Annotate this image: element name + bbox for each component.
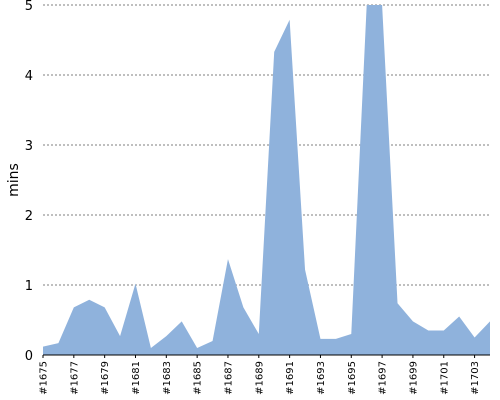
x-tick-label: #1699: [408, 361, 419, 395]
x-tick-label: #1685: [193, 361, 204, 395]
series-area: [43, 5, 490, 355]
x-tick-label: #1681: [131, 361, 142, 395]
x-tick-label: #1691: [285, 361, 296, 395]
grid-lines: [43, 4, 490, 286]
x-tick-label: #1695: [347, 361, 358, 395]
x-tick-label: #1701: [439, 361, 450, 395]
x-tick-label: #1689: [254, 361, 265, 395]
x-axis: #1675 #1677 #1679 #1681 #1683 #1685 #1687 #1689…: [39, 354, 490, 395]
x-tick-label: #1693: [316, 361, 327, 395]
y-tick-label: 0: [25, 349, 33, 364]
x-tick-label: #1683: [162, 361, 173, 395]
x-tick-label: #1703: [470, 361, 481, 395]
y-tick-label: 4: [25, 69, 33, 84]
x-tick-label: #1697: [378, 361, 389, 395]
y-tick-label: 5: [25, 0, 33, 14]
y-axis-title: mins: [6, 163, 22, 197]
x-tick-label: #1675: [39, 361, 50, 395]
x-tick-label: #1679: [100, 361, 111, 395]
y-tick-label: 3: [25, 139, 33, 154]
y-tick-label: 2: [25, 209, 33, 224]
y-tick-label: 1: [25, 279, 33, 294]
x-tick-label: #1687: [223, 361, 234, 395]
x-tick-label: #1677: [69, 361, 80, 395]
y-axis: 0 1 2 3 4 5: [25, 0, 33, 364]
